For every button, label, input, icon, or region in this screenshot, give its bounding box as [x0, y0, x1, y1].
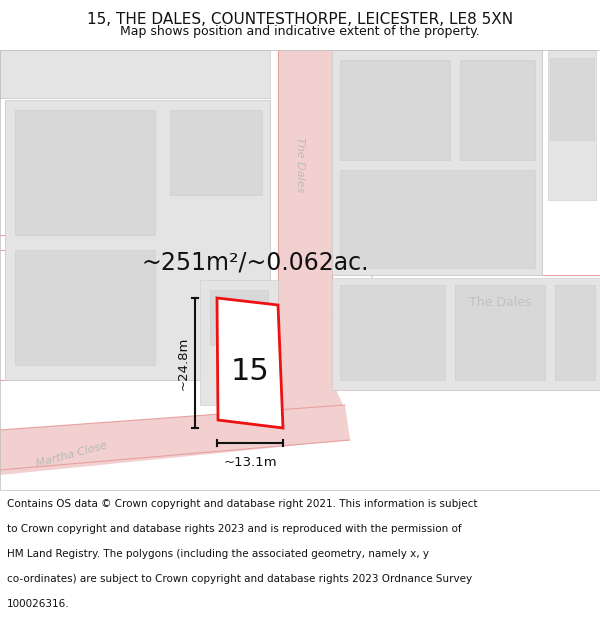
Bar	[170, 110, 262, 195]
Polygon shape	[270, 380, 345, 410]
Bar	[15, 250, 155, 365]
Text: ~24.8m: ~24.8m	[176, 336, 190, 390]
Text: The Dales: The Dales	[469, 296, 531, 309]
Bar	[332, 50, 542, 275]
Bar	[455, 285, 545, 380]
Text: 15: 15	[230, 357, 269, 386]
Bar	[332, 278, 600, 390]
Polygon shape	[217, 298, 283, 428]
Bar	[340, 170, 535, 268]
Text: Martha Close: Martha Close	[35, 441, 109, 469]
Bar	[0, 50, 270, 98]
Text: The Dales: The Dales	[295, 138, 305, 192]
Polygon shape	[0, 405, 350, 475]
Text: ~251m²/~0.062ac.: ~251m²/~0.062ac.	[141, 250, 369, 274]
Bar	[340, 60, 450, 160]
Text: Map shows position and indicative extent of the property.: Map shows position and indicative extent…	[120, 24, 480, 38]
Bar	[200, 280, 278, 405]
Text: 15, THE DALES, COUNTESTHORPE, LEICESTER, LE8 5XN: 15, THE DALES, COUNTESTHORPE, LEICESTER,…	[87, 12, 513, 28]
Text: to Crown copyright and database rights 2023 and is reproduced with the permissio: to Crown copyright and database rights 2…	[7, 524, 462, 534]
Text: 100026316.: 100026316.	[7, 599, 70, 609]
Text: ~13.1m: ~13.1m	[223, 456, 277, 469]
Bar	[15, 110, 155, 235]
Bar	[550, 58, 594, 140]
Bar	[5, 100, 270, 380]
Text: co-ordinates) are subject to Crown copyright and database rights 2023 Ordnance S: co-ordinates) are subject to Crown copyr…	[7, 574, 472, 584]
Bar	[548, 50, 596, 200]
Bar	[210, 290, 268, 345]
Text: HM Land Registry. The polygons (including the associated geometry, namely x, y: HM Land Registry. The polygons (includin…	[7, 549, 429, 559]
Text: Contains OS data © Crown copyright and database right 2021. This information is : Contains OS data © Crown copyright and d…	[7, 499, 478, 509]
Bar	[340, 285, 445, 380]
Polygon shape	[278, 50, 332, 385]
Bar	[555, 285, 595, 380]
Bar	[460, 60, 535, 160]
